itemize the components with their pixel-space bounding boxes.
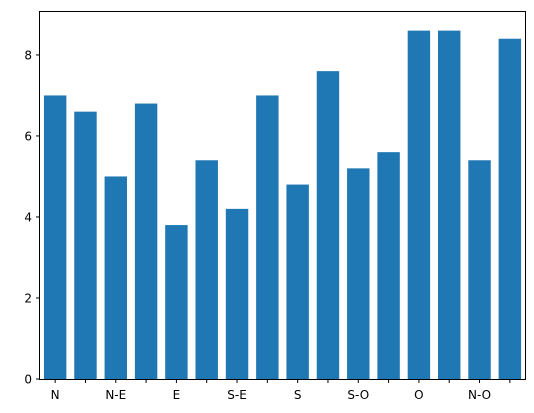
bar xyxy=(347,168,370,379)
y-tick-label: 8 xyxy=(24,48,32,62)
x-tick-label: O xyxy=(414,388,423,402)
bar xyxy=(43,95,67,379)
x-tick-label: S-O xyxy=(347,388,369,402)
bar xyxy=(316,71,340,379)
bar xyxy=(498,38,522,380)
bar xyxy=(225,208,249,379)
bar xyxy=(256,95,279,379)
x-axis: N N-E E S-E S S-O O N-O xyxy=(51,379,511,402)
bar xyxy=(438,30,461,379)
y-tick-label: 4 xyxy=(24,210,32,224)
bar xyxy=(104,176,127,379)
y-tick-label: 2 xyxy=(24,291,32,305)
y-tick-label: 0 xyxy=(24,373,32,387)
bar xyxy=(468,160,491,379)
bar xyxy=(407,30,431,379)
y-tick-label: 6 xyxy=(24,129,32,143)
x-tick-label: S xyxy=(294,388,302,402)
bar xyxy=(286,184,309,379)
x-tick-label: S-E xyxy=(227,388,247,402)
x-tick-label: N-O xyxy=(468,388,491,402)
x-tick-label: E xyxy=(173,388,181,402)
bars-group xyxy=(43,30,522,380)
bar xyxy=(134,103,158,380)
x-tick-label: N-E xyxy=(105,388,126,402)
x-tick-label: N xyxy=(51,388,60,402)
bar xyxy=(165,225,188,379)
bar xyxy=(377,152,400,379)
plot-frame xyxy=(39,11,526,380)
y-axis: 0 2 4 6 8 xyxy=(24,48,40,387)
bar xyxy=(195,160,218,379)
bar xyxy=(74,111,97,380)
